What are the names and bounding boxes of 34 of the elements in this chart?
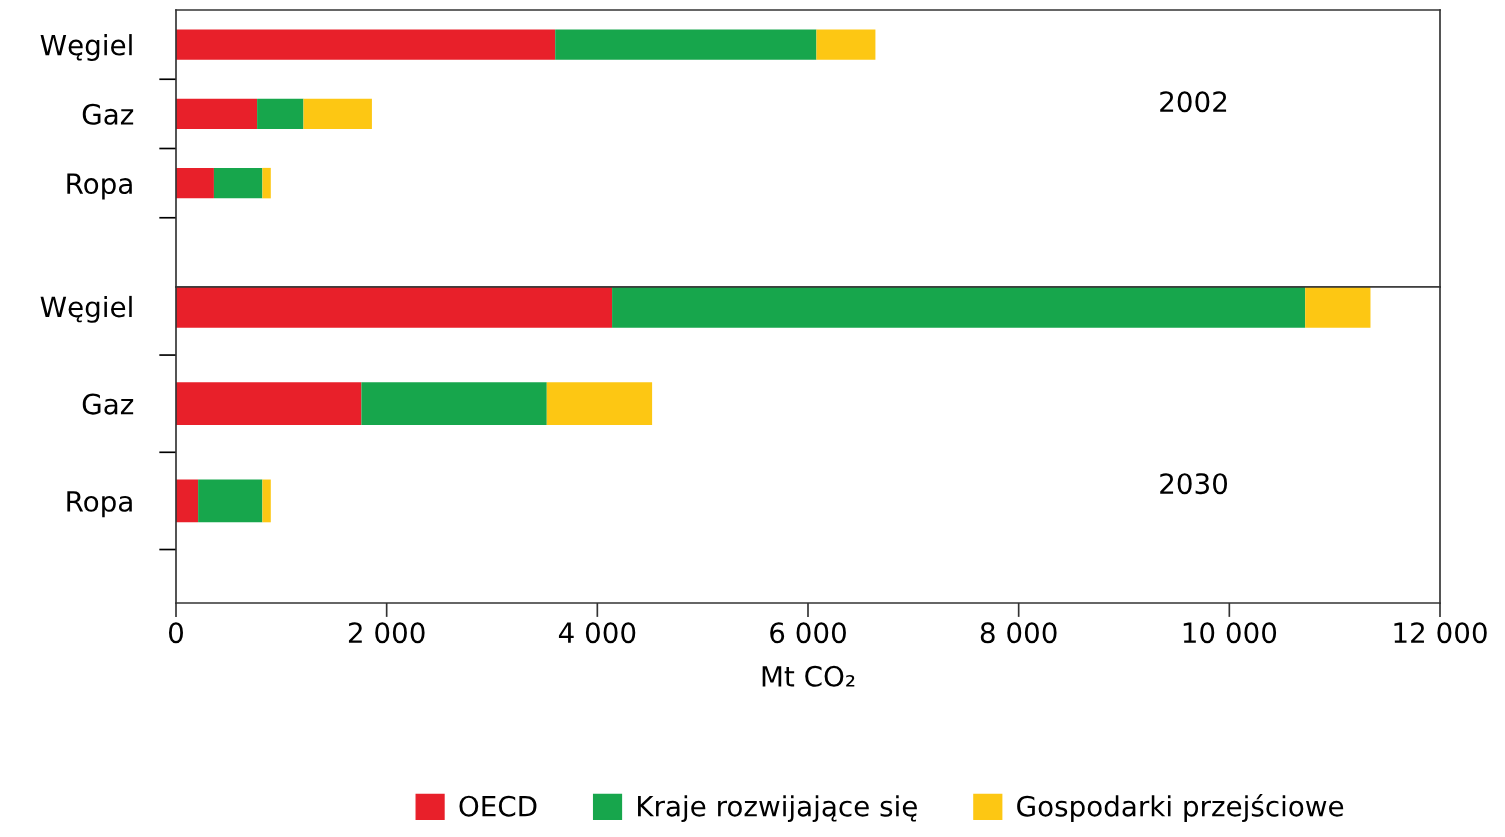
bar <box>176 382 362 426</box>
y-tick-label: Ropa <box>67 173 132 200</box>
x-tick-label: 12 000 <box>1394 622 1487 644</box>
bar <box>176 167 214 199</box>
legend-label: OECD <box>459 795 537 817</box>
y-tick-label: Ropa <box>67 491 132 518</box>
y-tick-label: Gaz <box>82 103 134 125</box>
annotation: 2030 <box>1160 473 1228 495</box>
x-tick-label: 8 000 <box>980 622 1057 644</box>
y-tick-label: Gaz <box>82 393 134 415</box>
x-tick-label: 4 000 <box>558 622 636 644</box>
bar <box>176 479 199 523</box>
x-tick-label: 2 000 <box>348 622 425 644</box>
bar <box>816 29 876 60</box>
y-tick-label: Węgiel <box>40 34 132 61</box>
bar <box>303 98 372 130</box>
x-tick-label: 10 000 <box>1183 622 1277 644</box>
bar <box>176 98 258 130</box>
bar <box>213 167 263 199</box>
bar <box>546 382 653 426</box>
legend-label: Kraje rozwijające się <box>638 795 917 823</box>
bar <box>361 382 547 426</box>
bar <box>198 479 263 523</box>
bar <box>555 29 817 60</box>
x-tick-label: 0 <box>168 622 183 644</box>
annotation: 2002 <box>1160 91 1227 113</box>
bar <box>262 479 271 523</box>
bar <box>262 167 271 199</box>
x-tick-label: 6 000 <box>770 622 846 644</box>
legend-label: Gospodarki przejściowe <box>1017 794 1344 823</box>
x-axis-title: Mt CO₂ <box>762 665 855 687</box>
y-tick-label: Węgiel <box>40 295 132 323</box>
bar <box>257 98 304 130</box>
bar <box>176 29 556 60</box>
